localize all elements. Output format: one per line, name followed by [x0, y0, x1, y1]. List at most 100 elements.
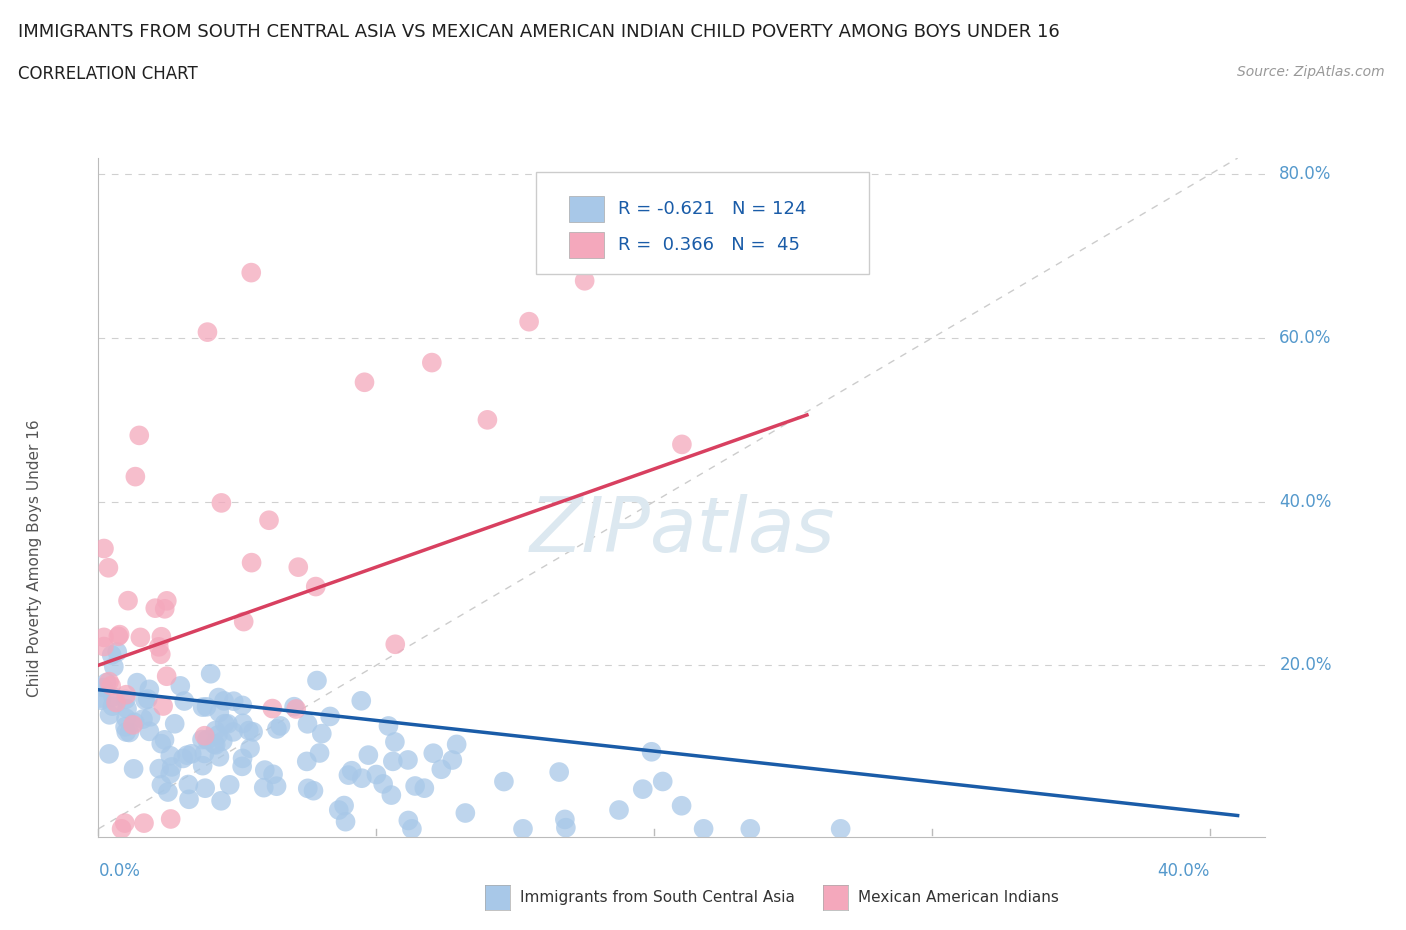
Point — [401, 821, 423, 836]
Text: Child Poverty Among Boys Under 16: Child Poverty Among Boys Under 16 — [27, 419, 42, 698]
Point — [138, 682, 160, 697]
FancyBboxPatch shape — [536, 172, 869, 273]
Point — [159, 749, 181, 764]
Point — [232, 751, 254, 765]
Point — [214, 716, 236, 731]
Point — [337, 767, 360, 782]
Point — [117, 593, 139, 608]
Point — [193, 746, 215, 761]
Text: 20.0%: 20.0% — [1279, 657, 1331, 674]
Point — [208, 705, 231, 720]
Point — [302, 783, 325, 798]
Point — [194, 781, 217, 796]
Point — [328, 803, 350, 817]
Point — [396, 813, 419, 828]
Point — [160, 760, 183, 775]
Point — [129, 630, 152, 644]
Point — [148, 640, 170, 655]
Text: ZIPatlas: ZIPatlas — [529, 495, 835, 568]
Point — [153, 733, 176, 748]
Point — [124, 715, 146, 730]
Point — [96, 675, 118, 690]
Text: IMMIGRANTS FROM SOUTH CENTRAL ASIA VS MEXICAN AMERICAN INDIAN CHILD POVERTY AMON: IMMIGRANTS FROM SOUTH CENTRAL ASIA VS ME… — [18, 23, 1060, 41]
Point — [232, 614, 254, 629]
Point — [287, 560, 309, 575]
Point — [222, 724, 245, 739]
Point — [238, 724, 260, 738]
Text: 60.0%: 60.0% — [1279, 329, 1331, 347]
Point — [100, 678, 122, 693]
Point — [207, 727, 229, 742]
Point — [115, 687, 138, 702]
Point — [441, 752, 464, 767]
Point — [150, 777, 173, 792]
Point — [350, 771, 373, 786]
Point — [122, 762, 145, 777]
Text: 40.0%: 40.0% — [1157, 861, 1209, 880]
Point — [297, 716, 319, 731]
Point — [209, 793, 232, 808]
Point — [240, 555, 263, 570]
Point — [209, 496, 232, 511]
Point — [156, 669, 179, 684]
Point — [93, 639, 115, 654]
Point — [257, 512, 280, 527]
Point — [159, 766, 181, 781]
Point — [150, 630, 173, 644]
Point — [98, 708, 121, 723]
Point — [169, 679, 191, 694]
Point — [118, 725, 141, 740]
Point — [150, 737, 173, 751]
Point — [305, 579, 328, 594]
Point — [305, 673, 328, 688]
Point — [152, 698, 174, 713]
Point — [239, 741, 262, 756]
Point — [308, 746, 330, 761]
Point — [132, 816, 155, 830]
Point — [204, 737, 226, 752]
Point — [830, 821, 852, 836]
Point — [512, 821, 534, 836]
Point — [122, 717, 145, 732]
Point — [262, 701, 284, 716]
Point — [454, 805, 477, 820]
Point — [90, 693, 112, 708]
Point — [124, 470, 146, 485]
Point — [110, 821, 132, 836]
Point — [136, 692, 159, 707]
Point — [156, 785, 179, 800]
Point — [98, 674, 121, 689]
Point — [381, 754, 404, 769]
Point — [138, 724, 160, 738]
Point — [422, 746, 444, 761]
Point — [115, 701, 138, 716]
Point — [492, 774, 515, 789]
Point — [98, 747, 121, 762]
Text: R = -0.621   N = 124: R = -0.621 N = 124 — [617, 200, 806, 218]
Point — [143, 601, 166, 616]
Point — [377, 719, 399, 734]
Point — [134, 693, 156, 708]
Point — [173, 694, 195, 709]
Point — [333, 798, 356, 813]
Point — [283, 699, 305, 714]
Point — [191, 732, 214, 747]
Point — [90, 691, 112, 706]
Point — [105, 644, 128, 659]
Point — [93, 541, 115, 556]
Point — [128, 428, 150, 443]
Point — [159, 812, 181, 827]
Point — [232, 716, 254, 731]
Point — [115, 724, 138, 739]
Point — [242, 724, 264, 739]
Point — [651, 774, 673, 789]
Point — [671, 798, 693, 813]
Point — [240, 265, 263, 280]
Point — [105, 695, 128, 710]
Point — [340, 764, 363, 778]
Point — [607, 803, 630, 817]
Point — [266, 778, 288, 793]
Point — [350, 694, 373, 709]
Point — [353, 375, 375, 390]
Point — [107, 629, 129, 644]
